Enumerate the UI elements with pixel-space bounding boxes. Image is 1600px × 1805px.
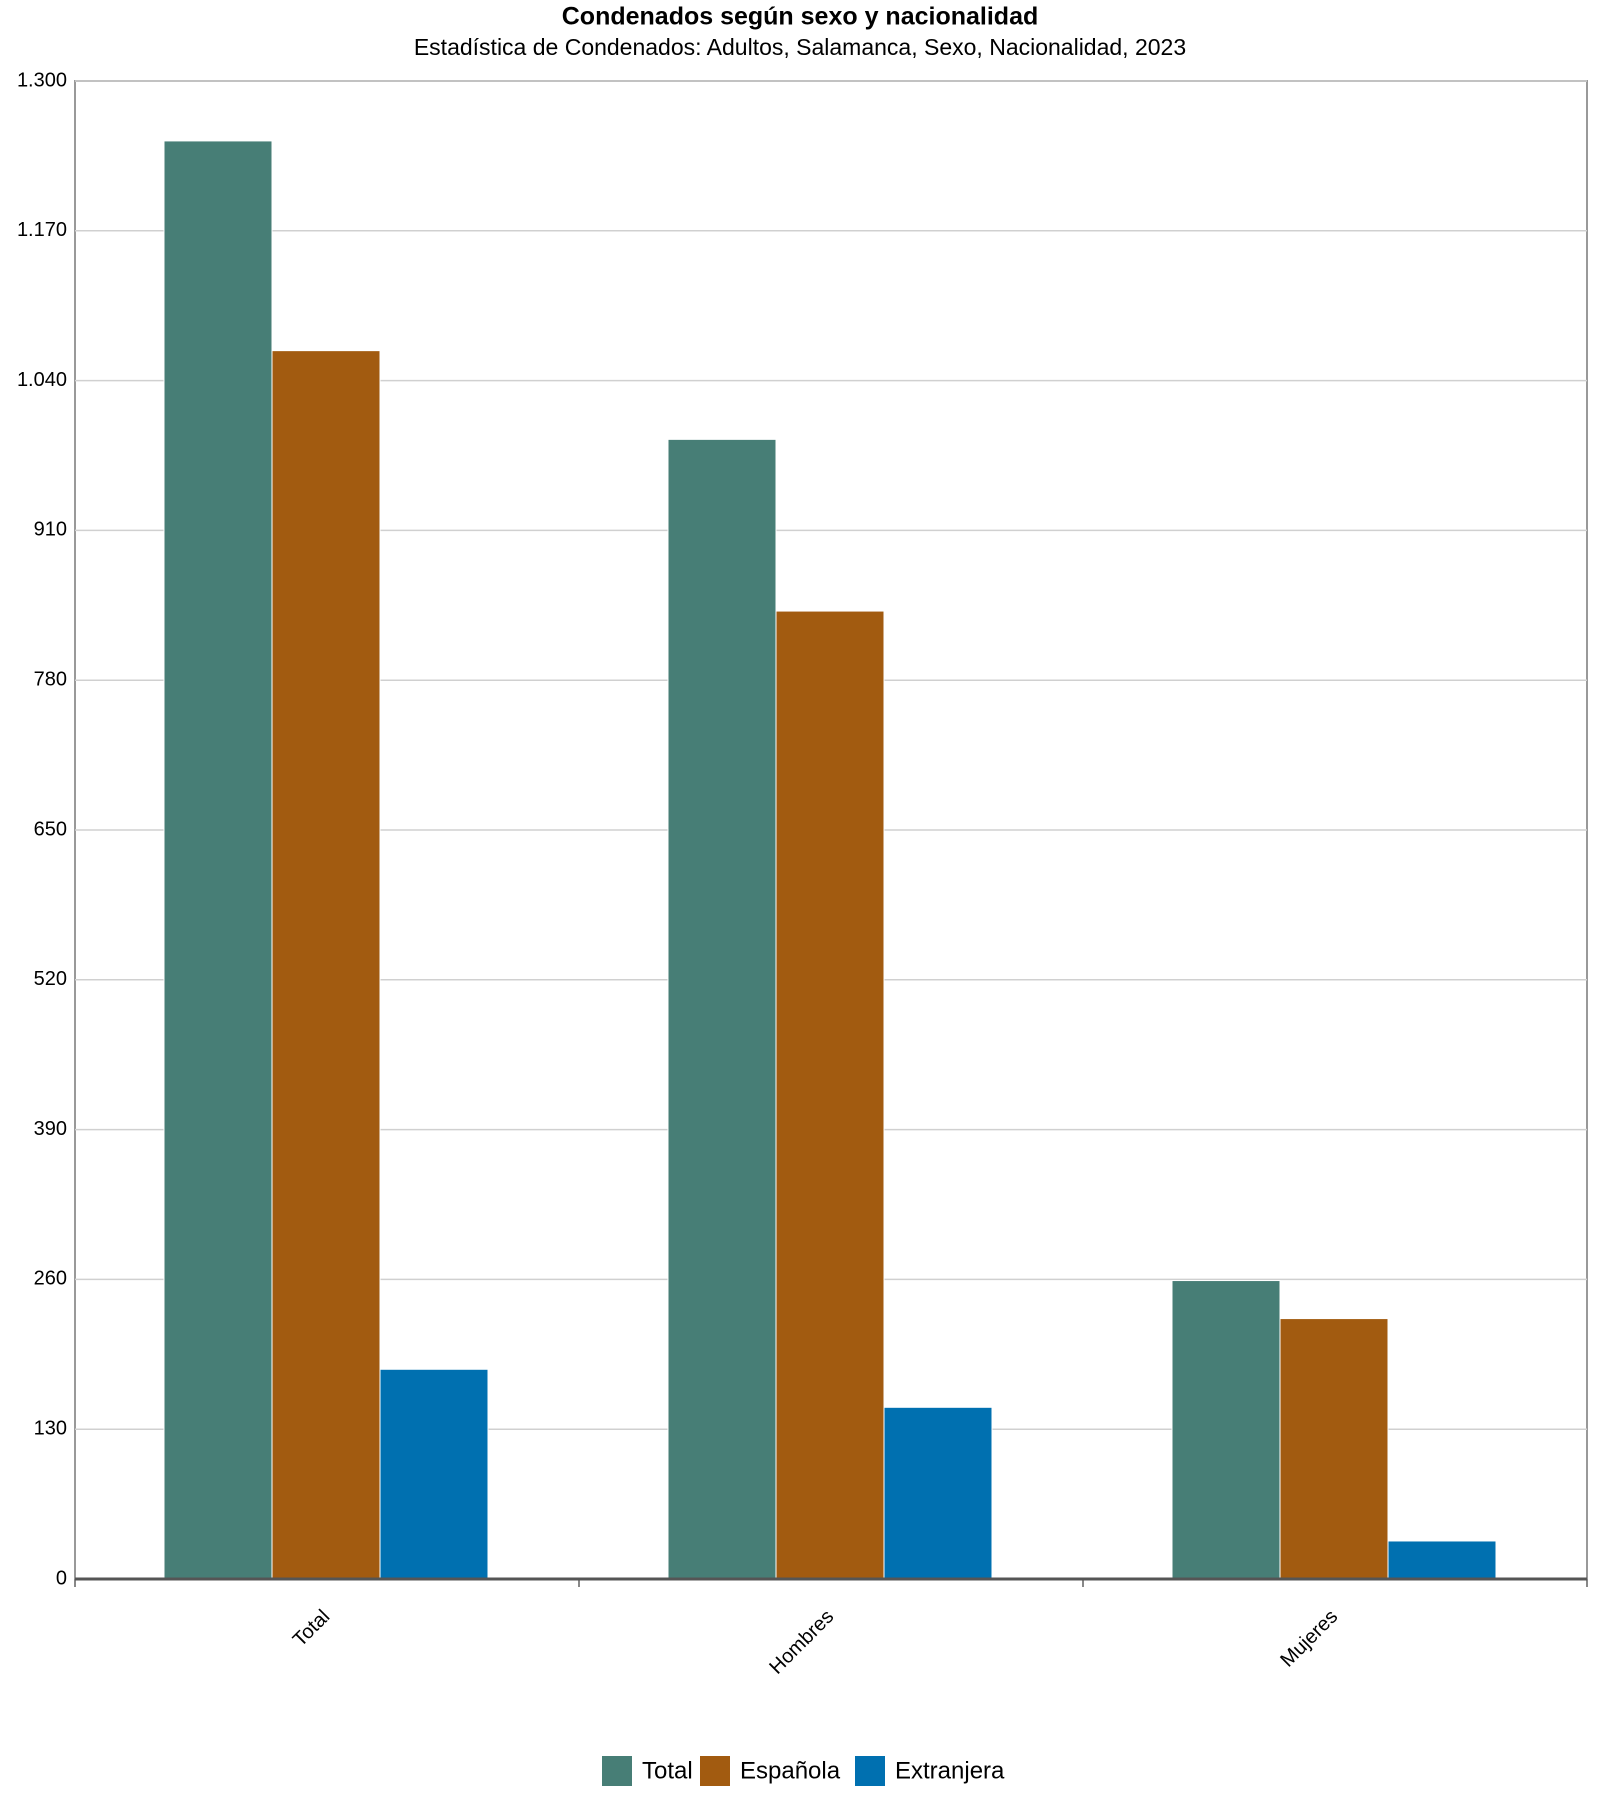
bar (775, 610, 885, 1580)
legend-label: Española (740, 1757, 841, 1784)
x-tick-label: Hombres (765, 1606, 838, 1679)
bar (1171, 1280, 1281, 1580)
y-tick-label: 910 (34, 519, 67, 541)
y-tick-label: 650 (34, 818, 67, 840)
y-tick-label: 1.300 (17, 69, 67, 91)
legend-label: Total (642, 1757, 693, 1784)
bar (667, 438, 777, 1580)
legend-label: Extranjera (895, 1757, 1005, 1784)
bar (1279, 1318, 1389, 1580)
bar (379, 1368, 489, 1580)
chart-title: Condenados según sexo y nacionalidad (562, 3, 1039, 31)
y-tick-label: 390 (34, 1118, 67, 1140)
x-tick-label: Total (289, 1606, 334, 1651)
y-tick-label: 1.040 (17, 369, 67, 391)
y-tick-label: 130 (34, 1417, 67, 1439)
y-tick-label: 520 (34, 968, 67, 990)
bar (271, 350, 381, 1580)
bar (883, 1406, 993, 1580)
chart-subtitle: Estadística de Condenados: Adultos, Sala… (414, 34, 1186, 60)
bar (163, 140, 273, 1580)
y-tick-label: 780 (34, 668, 67, 690)
y-tick-label: 1.170 (17, 219, 67, 241)
bar (1387, 1540, 1497, 1580)
y-tick-label: 260 (34, 1268, 67, 1290)
legend-swatch (855, 1756, 885, 1786)
legend-swatch (602, 1756, 632, 1786)
y-tick-label: 0 (56, 1567, 67, 1589)
x-tick-label: Mujeres (1276, 1606, 1342, 1672)
legend-swatch (700, 1756, 730, 1786)
